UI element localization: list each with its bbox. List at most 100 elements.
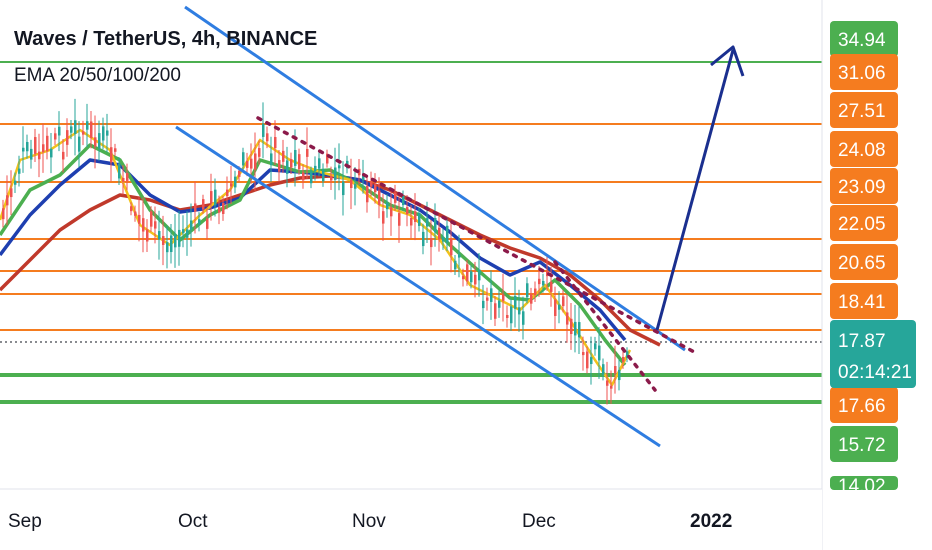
price-label-value: 27.51	[838, 101, 886, 122]
candle-body	[334, 167, 337, 180]
price-label[interactable]: 15.72	[830, 426, 898, 462]
candle-body	[210, 191, 213, 204]
candle-body	[506, 314, 509, 319]
candle-body	[494, 303, 497, 319]
candle-body	[370, 181, 373, 187]
candle-body	[518, 307, 521, 315]
candle-body	[430, 238, 433, 248]
candle-body	[70, 126, 73, 133]
price-label-badge	[830, 168, 898, 204]
candle-body	[214, 189, 217, 206]
price-label-value: 22.05	[838, 214, 886, 235]
candle-body	[62, 151, 65, 160]
candle-body	[182, 229, 185, 234]
price-label[interactable]: 23.09	[830, 168, 898, 204]
price-label[interactable]: 14.02	[830, 476, 898, 497]
price-label[interactable]: 31.06	[830, 54, 898, 90]
candle-body	[202, 199, 205, 210]
dotted-downtrend-line	[256, 116, 700, 392]
price-label-badge	[830, 476, 898, 490]
candle-body	[426, 218, 429, 227]
price-label-value: 15.72	[838, 435, 886, 456]
time-axis-background	[0, 489, 822, 550]
candle-body	[462, 276, 465, 280]
chart-title: Waves / TetherUS, 4h, BINANCE	[14, 28, 317, 50]
candle-body	[54, 133, 57, 140]
candle-body	[130, 206, 133, 212]
candle-body	[170, 235, 173, 253]
candle-body	[226, 189, 229, 197]
price-label[interactable]: 22.05	[830, 205, 898, 241]
candle-body	[358, 168, 361, 176]
ema100-line	[0, 158, 627, 342]
candle-body	[398, 213, 401, 226]
candle-body	[118, 163, 121, 179]
price-label[interactable]: 20.65	[830, 244, 898, 280]
candle-body	[390, 207, 393, 217]
channel-upper-line	[184, 5, 686, 352]
price-label-badge	[830, 387, 898, 423]
ema200-line	[0, 174, 661, 347]
candle-body	[234, 176, 237, 188]
candle-body	[354, 183, 357, 189]
candle-body	[6, 195, 9, 206]
current-price-value: 17.87	[838, 331, 886, 352]
candle-body	[490, 288, 493, 302]
candle-body	[366, 186, 369, 203]
candle-body	[418, 213, 421, 226]
price-label-value: 31.06	[838, 63, 886, 84]
candle-body	[438, 227, 441, 240]
candle-body	[514, 295, 517, 309]
candle-body	[190, 220, 193, 230]
price-label[interactable]: 34.94	[830, 21, 898, 57]
candle-body	[422, 231, 425, 247]
price-label-value: 17.66	[838, 396, 886, 417]
candle-body	[566, 312, 569, 325]
candle-body	[194, 203, 197, 212]
candle-body	[262, 123, 265, 137]
candle-body	[594, 343, 597, 350]
candles	[2, 98, 629, 405]
candle-body	[14, 180, 17, 185]
time-tick-label: Oct	[178, 511, 208, 532]
current-price-badge[interactable]: 17.87 02:14:21	[830, 320, 916, 388]
price-label[interactable]: 27.51	[830, 92, 898, 128]
candle-body	[486, 297, 489, 301]
candle-body	[138, 214, 141, 224]
candle-body	[166, 242, 169, 253]
candle-body	[254, 153, 257, 170]
candle-body	[218, 207, 221, 213]
candle-body	[122, 177, 125, 182]
candle-body	[274, 137, 277, 149]
candle-body	[446, 225, 449, 243]
candle-body	[78, 136, 81, 152]
candle-body	[510, 306, 513, 324]
candle-body	[10, 188, 13, 198]
candle-body	[46, 135, 49, 152]
candle-body	[246, 160, 249, 168]
price-label[interactable]: 17.66	[830, 387, 898, 423]
candle-body	[266, 133, 269, 142]
candle-body	[382, 211, 385, 224]
candle-body	[610, 385, 613, 389]
price-label[interactable]: 18.41	[830, 283, 898, 319]
candle-body	[186, 229, 189, 238]
indicator-legend: EMA 20/50/100/200	[14, 65, 181, 86]
candle-body	[150, 211, 153, 227]
candle-body	[374, 184, 377, 193]
candle-body	[598, 345, 601, 361]
ema-lines	[0, 128, 661, 387]
candle-body	[454, 260, 457, 270]
candle-body	[434, 218, 437, 233]
candle-body	[466, 264, 469, 282]
price-label[interactable]: 24.08	[830, 131, 898, 167]
candle-body	[86, 121, 89, 130]
price-label-value: 23.09	[838, 177, 886, 198]
candle-body	[562, 296, 565, 307]
price-axis-labels[interactable]: 34.94 31.06 27.51 24.08 23.09 22.05 20.65 18.41…	[830, 21, 916, 497]
candle-body	[622, 356, 625, 362]
candle-body	[230, 183, 233, 187]
candle-body	[602, 364, 605, 375]
